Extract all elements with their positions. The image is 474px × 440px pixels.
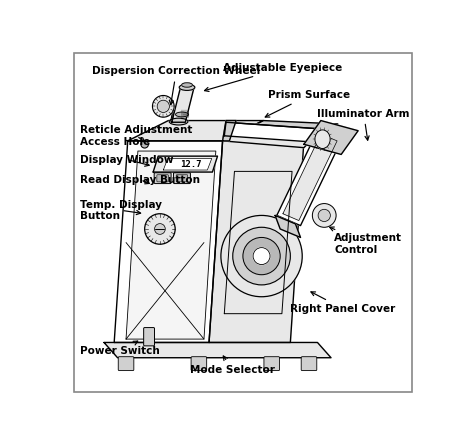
FancyBboxPatch shape (264, 357, 280, 370)
Polygon shape (224, 122, 322, 143)
Text: Display Window: Display Window (80, 154, 174, 166)
Text: Reticle Adjustment
Access Hole: Reticle Adjustment Access Hole (80, 125, 192, 147)
Ellipse shape (315, 130, 330, 149)
Polygon shape (114, 141, 223, 342)
Circle shape (145, 214, 175, 244)
Ellipse shape (175, 112, 188, 117)
Circle shape (141, 140, 148, 148)
Text: Power Switch: Power Switch (80, 341, 160, 356)
Circle shape (153, 95, 174, 117)
Polygon shape (223, 121, 236, 141)
Circle shape (253, 248, 270, 264)
Polygon shape (164, 158, 212, 170)
Circle shape (243, 238, 280, 275)
Polygon shape (277, 131, 341, 226)
FancyBboxPatch shape (154, 173, 171, 183)
Text: Temp. Display
Button: Temp. Display Button (80, 200, 162, 221)
Circle shape (318, 209, 330, 221)
Polygon shape (153, 156, 218, 172)
FancyBboxPatch shape (176, 175, 188, 182)
Text: Mode Selector: Mode Selector (191, 356, 275, 374)
Text: 12.7: 12.7 (180, 160, 201, 169)
Ellipse shape (169, 118, 188, 125)
Text: Adjustable Eyepiece: Adjustable Eyepiece (204, 63, 342, 92)
Polygon shape (283, 134, 337, 220)
Polygon shape (172, 88, 194, 122)
Circle shape (155, 224, 165, 235)
Text: Prism Surface: Prism Surface (265, 90, 350, 117)
Circle shape (312, 204, 336, 227)
FancyBboxPatch shape (118, 357, 134, 370)
Text: Adjustment
Control: Adjustment Control (330, 227, 402, 255)
Polygon shape (275, 216, 301, 238)
Polygon shape (304, 121, 358, 154)
FancyBboxPatch shape (191, 357, 207, 370)
Polygon shape (223, 122, 322, 148)
Text: Right Panel Cover: Right Panel Cover (291, 292, 396, 314)
Polygon shape (126, 151, 216, 339)
FancyBboxPatch shape (173, 173, 191, 183)
Polygon shape (104, 342, 331, 358)
FancyBboxPatch shape (144, 327, 155, 346)
Circle shape (233, 227, 291, 285)
Ellipse shape (182, 83, 192, 87)
Ellipse shape (179, 84, 195, 90)
Circle shape (157, 100, 169, 113)
Polygon shape (209, 141, 304, 342)
Polygon shape (128, 121, 263, 141)
Circle shape (221, 216, 302, 297)
FancyBboxPatch shape (157, 175, 168, 182)
Text: Read Display Button: Read Display Button (80, 175, 201, 185)
Polygon shape (223, 121, 338, 141)
Text: Dispersion Correction Wheel: Dispersion Correction Wheel (92, 66, 260, 105)
FancyBboxPatch shape (301, 357, 317, 370)
Text: Illuminator Arm: Illuminator Arm (318, 109, 410, 140)
